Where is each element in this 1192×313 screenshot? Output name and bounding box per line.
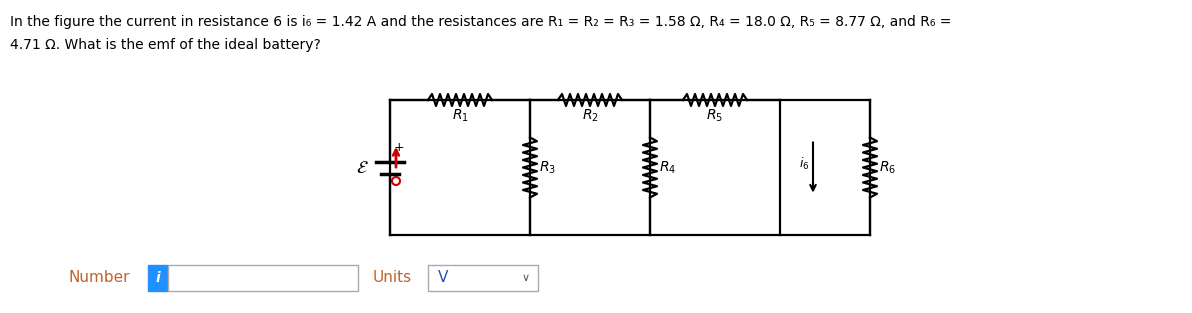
Text: 4.71 Ω. What is the emf of the ideal battery?: 4.71 Ω. What is the emf of the ideal bat… xyxy=(10,38,321,52)
Text: $\mathcal{E}$: $\mathcal{E}$ xyxy=(355,159,368,177)
Text: $R_4$: $R_4$ xyxy=(659,159,676,176)
Text: $R_2$: $R_2$ xyxy=(582,108,598,124)
Text: i: i xyxy=(156,271,161,285)
Text: $R_3$: $R_3$ xyxy=(539,159,555,176)
Text: V: V xyxy=(437,270,448,285)
Text: +: + xyxy=(395,141,404,154)
Text: $R_1$: $R_1$ xyxy=(452,108,468,124)
FancyBboxPatch shape xyxy=(168,265,358,291)
Text: $R_6$: $R_6$ xyxy=(879,159,896,176)
Text: Number: Number xyxy=(68,270,130,285)
Text: ∨: ∨ xyxy=(522,273,530,283)
FancyBboxPatch shape xyxy=(148,265,168,291)
Text: Units: Units xyxy=(373,270,412,285)
FancyBboxPatch shape xyxy=(428,265,538,291)
Text: $i_6$: $i_6$ xyxy=(799,156,809,172)
Text: In the figure the current in resistance 6 is i₆ = 1.42 A and the resistances are: In the figure the current in resistance … xyxy=(10,15,951,29)
Text: $R_5$: $R_5$ xyxy=(707,108,724,124)
